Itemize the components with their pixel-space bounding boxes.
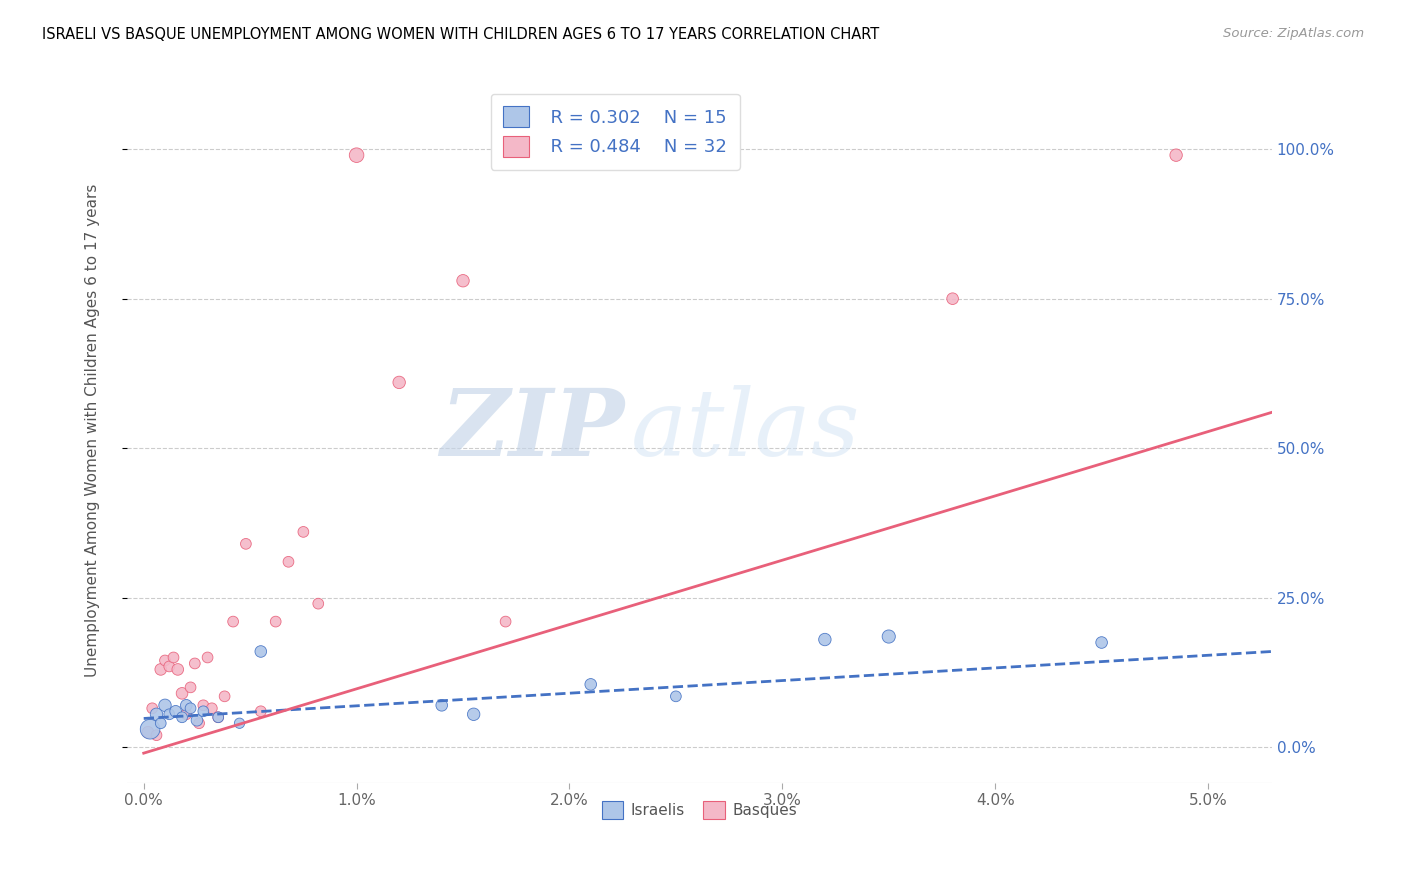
Point	[201, 701, 224, 715]
Point	[214, 690, 236, 704]
Point	[186, 713, 208, 727]
Point	[249, 644, 271, 658]
Point	[495, 615, 517, 629]
Point	[665, 690, 688, 704]
Point	[388, 376, 411, 390]
Point	[222, 615, 245, 629]
Point	[207, 710, 229, 724]
Point	[292, 524, 315, 539]
Point	[307, 597, 329, 611]
Point	[430, 698, 453, 713]
Point	[942, 292, 965, 306]
Point	[277, 555, 299, 569]
Legend: Israelis, Basques: Israelis, Basques	[596, 795, 803, 825]
Point	[157, 659, 180, 673]
Point	[193, 698, 215, 713]
Point	[1091, 635, 1114, 649]
Point	[170, 686, 193, 700]
Point	[165, 704, 187, 718]
Point	[162, 650, 184, 665]
Text: ZIP: ZIP	[440, 385, 624, 475]
Point	[136, 725, 159, 739]
Point	[166, 662, 188, 676]
Point	[346, 148, 368, 162]
Point	[145, 707, 167, 722]
Point	[141, 701, 163, 715]
Point	[451, 274, 474, 288]
Point	[180, 681, 202, 695]
Point	[180, 701, 202, 715]
Point	[197, 650, 219, 665]
Point	[170, 710, 193, 724]
Point	[153, 698, 176, 713]
Point	[207, 710, 229, 724]
Point	[228, 716, 250, 731]
Text: Source: ZipAtlas.com: Source: ZipAtlas.com	[1223, 27, 1364, 40]
Point	[184, 657, 207, 671]
Point	[174, 698, 197, 713]
Point	[174, 707, 197, 722]
Point	[1164, 148, 1187, 162]
Point	[249, 704, 271, 718]
Text: ISRAELI VS BASQUE UNEMPLOYMENT AMONG WOMEN WITH CHILDREN AGES 6 TO 17 YEARS CORR: ISRAELI VS BASQUE UNEMPLOYMENT AMONG WOM…	[42, 27, 879, 42]
Point	[558, 148, 581, 162]
Y-axis label: Unemployment Among Women with Children Ages 6 to 17 years: Unemployment Among Women with Children A…	[86, 184, 100, 677]
Point	[145, 728, 167, 742]
Point	[463, 707, 485, 722]
Point	[188, 716, 211, 731]
Point	[877, 630, 900, 644]
Point	[153, 653, 176, 667]
Point	[814, 632, 837, 647]
Point	[264, 615, 287, 629]
Point	[139, 723, 162, 737]
Point	[149, 716, 172, 731]
Point	[235, 537, 257, 551]
Point	[193, 704, 215, 718]
Point	[579, 677, 602, 691]
Point	[157, 707, 180, 722]
Text: atlas: atlas	[630, 385, 860, 475]
Point	[149, 662, 172, 676]
